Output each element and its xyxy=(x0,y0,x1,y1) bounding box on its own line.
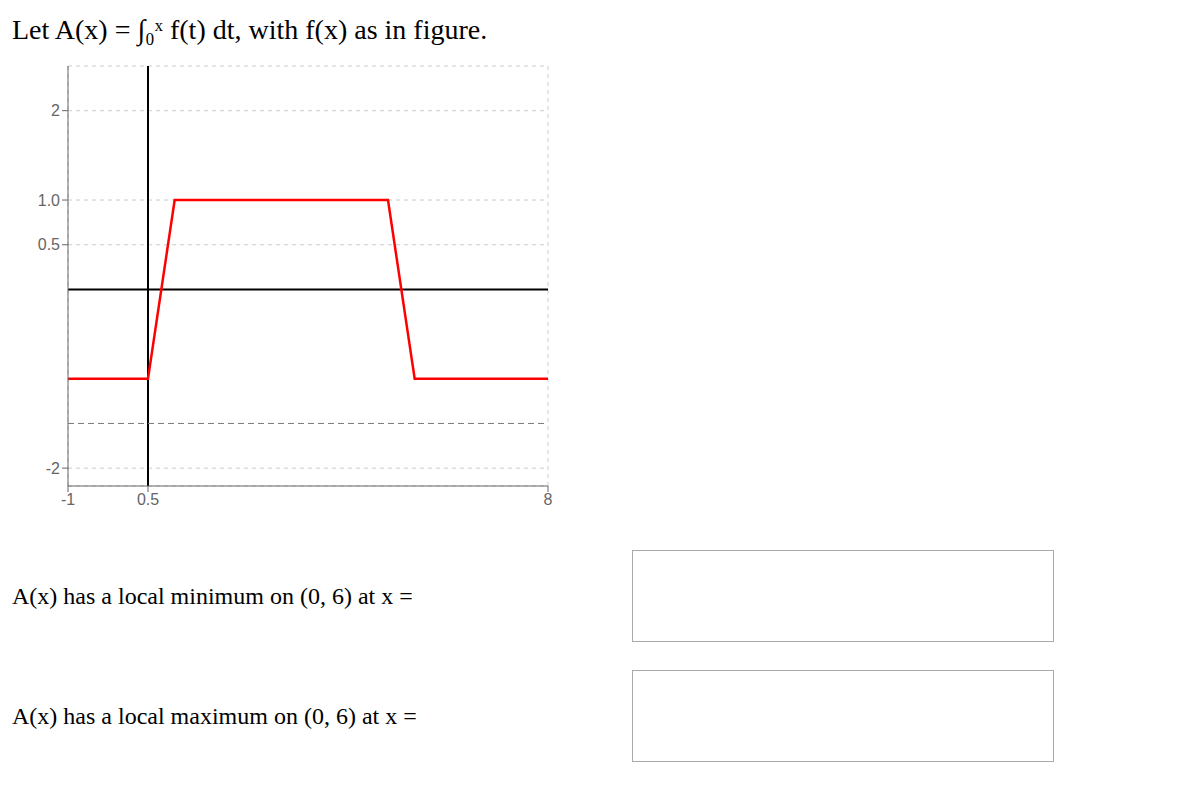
svg-text:-1: -1 xyxy=(61,491,75,508)
svg-text:0.5: 0.5 xyxy=(38,236,60,253)
svg-text:1.0: 1.0 xyxy=(38,192,60,209)
html-text:A(x) has a local minimum on (0: A(x) has a local minimum on (0, 6) at x … xyxy=(12,582,413,609)
svg-text:8: 8 xyxy=(544,491,553,508)
html-text:A(x) has a local maximum on (0: A(x) has a local maximum on (0, 6) at x … xyxy=(12,702,417,729)
svg-text:0.5: 0.5 xyxy=(137,491,159,508)
svg-text:-2: -2 xyxy=(46,460,60,477)
html-text:Let A(x) = ∫₀ˣ f(t) dt, with f: Let A(x) = ∫₀ˣ f(t) dt, with f(x) as in … xyxy=(12,14,488,45)
svg-text:2: 2 xyxy=(51,102,60,119)
